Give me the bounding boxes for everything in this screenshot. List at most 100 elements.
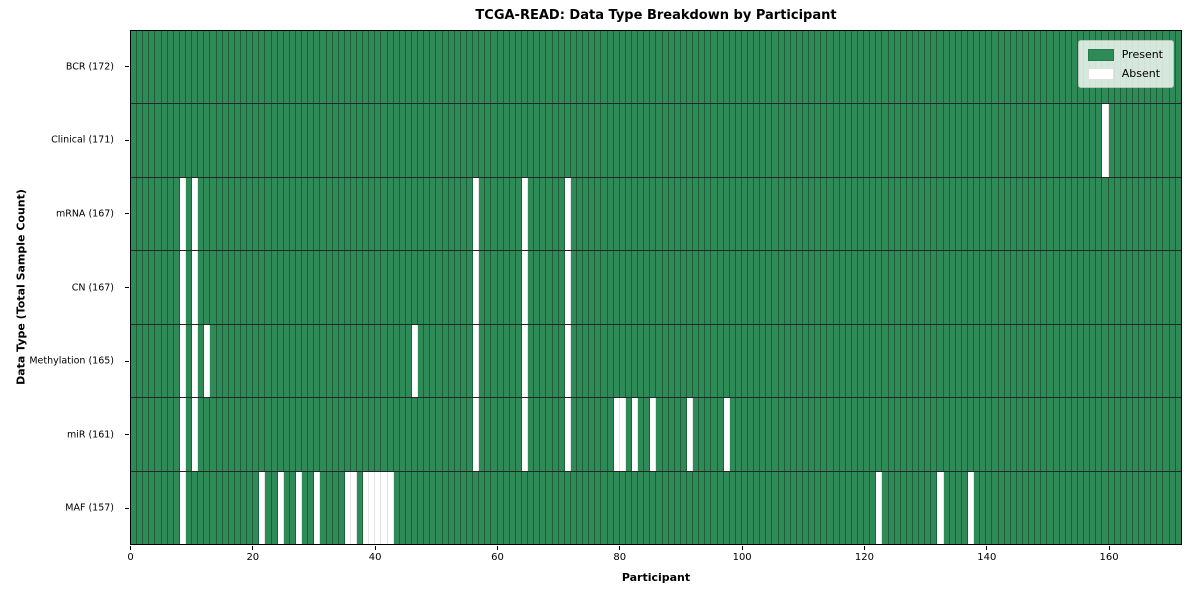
heatmap-cell (723, 104, 730, 177)
heatmap-cell (839, 31, 846, 104)
heatmap-cell (583, 251, 590, 324)
heatmap-cell (528, 324, 535, 398)
heatmap-cell (497, 324, 504, 398)
heatmap-cell (381, 398, 388, 471)
heatmap-cell (515, 31, 522, 104)
heatmap-cell (1175, 104, 1181, 177)
heatmap-cell (167, 251, 174, 324)
heatmap-cell (509, 31, 516, 104)
heatmap-cell (247, 104, 254, 177)
heatmap-cell (631, 177, 639, 251)
heatmap-cell (412, 398, 419, 471)
heatmap-cell (723, 31, 730, 104)
heatmap-cell (344, 398, 351, 471)
heatmap-cell (888, 177, 895, 251)
heatmap-cell (1059, 31, 1066, 104)
heatmap-cell (1084, 104, 1091, 177)
heatmap-cell (546, 104, 553, 177)
heatmap-cell (925, 104, 932, 177)
heatmap-cell (974, 471, 981, 544)
heatmap-cell (424, 31, 431, 104)
heatmap-cell (711, 31, 718, 104)
heatmap-cell (613, 104, 620, 177)
heatmap-cell (198, 324, 205, 398)
heatmap-cell (803, 324, 810, 398)
heatmap-cell (949, 104, 956, 177)
heatmap-cell (558, 177, 565, 251)
heatmap-cell (601, 31, 608, 104)
heatmap-cell (943, 471, 950, 544)
heatmap-cell (491, 471, 498, 544)
y-tick-label-MAF: MAF (157) (65, 502, 114, 514)
heatmap-cell (1022, 31, 1030, 104)
heatmap-cell (405, 398, 413, 471)
heatmap-cell (1139, 104, 1146, 177)
heatmap-cell (381, 471, 388, 544)
heatmap-cell (967, 177, 975, 251)
heatmap-cell (393, 31, 400, 104)
heatmap-cell (155, 104, 162, 177)
legend-swatch-icon (1087, 67, 1114, 80)
heatmap-cell (1029, 471, 1036, 544)
heatmap-cell (845, 177, 852, 251)
heatmap-cell (405, 324, 413, 398)
heatmap-cell (827, 324, 834, 398)
heatmap-cell (503, 324, 510, 398)
heatmap-cell (289, 104, 296, 177)
heatmap-cell (913, 177, 920, 251)
heatmap-row-CN (131, 250, 1181, 324)
heatmap-cell (308, 398, 315, 471)
heatmap-cell (986, 471, 993, 544)
heatmap-cell (913, 31, 920, 104)
heatmap-cell (467, 31, 474, 104)
heatmap-cell (729, 31, 736, 104)
heatmap-cell (332, 31, 339, 104)
heatmap-cell (320, 324, 327, 398)
heatmap-cell (876, 31, 883, 104)
heatmap-cell (931, 104, 938, 177)
x-tick-label: 0 (127, 552, 134, 563)
heatmap-cell (815, 104, 822, 177)
heatmap-cell (760, 324, 767, 398)
heatmap-cell (1108, 104, 1115, 177)
heatmap-cell (778, 324, 785, 398)
heatmap-cell (662, 104, 669, 177)
heatmap-cell (1004, 398, 1011, 471)
heatmap-cell (430, 398, 437, 471)
heatmap-cell (1004, 31, 1011, 104)
heatmap-cell (216, 251, 223, 324)
heatmap-cell (845, 104, 852, 177)
heatmap-cell (1065, 471, 1072, 544)
heatmap-cell (143, 251, 150, 324)
heatmap-cell (1132, 104, 1140, 177)
heatmap-cell (1047, 324, 1054, 398)
heatmap-cell (974, 104, 981, 177)
heatmap-cell (674, 471, 681, 544)
heatmap-cell (888, 104, 895, 177)
heatmap-cell (809, 324, 816, 398)
heatmap-cell (1041, 398, 1048, 471)
heatmap-cell (680, 324, 687, 398)
heatmap-cell (668, 398, 675, 471)
heatmap-cell (613, 398, 620, 471)
heatmap-cell (222, 471, 229, 544)
heatmap-cell (1084, 324, 1091, 398)
heatmap-cell (473, 251, 480, 324)
heatmap-cell (576, 398, 584, 471)
heatmap-cell (974, 324, 981, 398)
heatmap-cell (1029, 251, 1036, 324)
heatmap-cell (1022, 251, 1030, 324)
heatmap-cell (332, 251, 339, 324)
heatmap-cell (638, 398, 645, 471)
heatmap-cell (656, 31, 663, 104)
heatmap-cell (137, 398, 144, 471)
heatmap-cell (662, 398, 669, 471)
heatmap-cell (839, 104, 846, 177)
heatmap-cell (155, 251, 162, 324)
heatmap-cell (662, 31, 669, 104)
heatmap-cell (741, 251, 749, 324)
heatmap-cell (485, 251, 492, 324)
heatmap-cell (803, 471, 810, 544)
heatmap-cell (668, 324, 675, 398)
heatmap-cell (479, 324, 486, 398)
